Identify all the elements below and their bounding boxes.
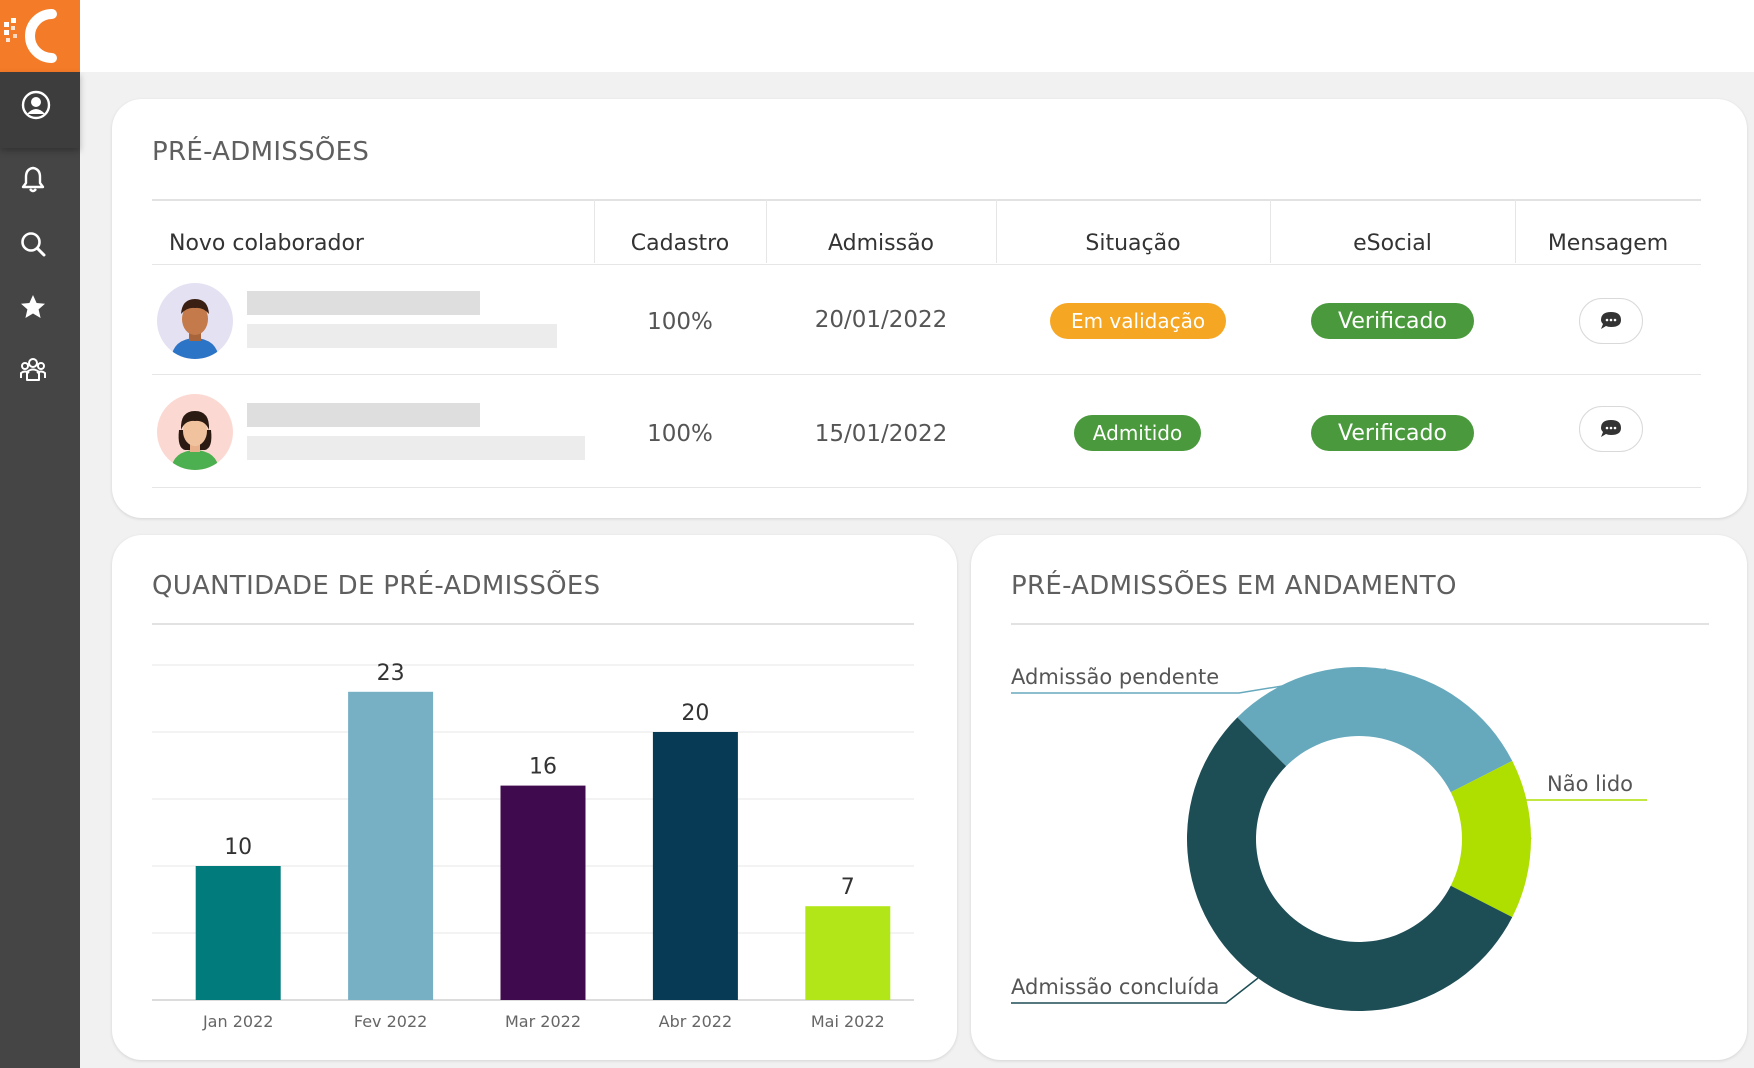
cadastro-value: 100% — [647, 421, 713, 447]
bar[interactable] — [195, 866, 281, 1000]
card-title: QUANTIDADE DE PRÉ-ADMISSÕES — [152, 571, 601, 601]
bar-value-label: 16 — [529, 755, 557, 780]
x-tick-label: Mai 2022 — [811, 1012, 885, 1031]
avatar-female — [157, 394, 233, 470]
card-title: PRÉ-ADMISSÕES EM ANDAMENTO — [1011, 571, 1457, 601]
esocial-badge: Verificado — [1311, 415, 1474, 451]
bar[interactable] — [652, 732, 738, 1000]
card-title: PRÉ-ADMISSÕES — [152, 137, 370, 167]
logo-icon — [4, 9, 57, 63]
column-divider — [766, 199, 767, 263]
top-bar — [80, 0, 1754, 72]
row-divider — [152, 374, 1701, 375]
situacao-badge: Admitido — [1074, 415, 1201, 451]
donut-slice[interactable] — [1187, 717, 1513, 1012]
bar[interactable] — [500, 785, 586, 1000]
column-header-esocial[interactable]: eSocial — [1353, 230, 1432, 256]
bar[interactable] — [805, 906, 891, 1000]
cadastro-value: 100% — [647, 309, 713, 335]
bar[interactable] — [348, 691, 434, 1000]
x-tick-label: Mar 2022 — [505, 1012, 581, 1031]
header-row-divider — [152, 264, 1701, 265]
pre-admissoes-card: PRÉ-ADMISSÕES Novo colaborador Cadastro … — [112, 99, 1747, 518]
subtitle-placeholder — [247, 436, 585, 460]
donut-label: Não lido — [1547, 772, 1633, 796]
message-button[interactable] — [1579, 406, 1643, 452]
row-divider — [152, 487, 1701, 488]
x-tick-label: Abr 2022 — [659, 1012, 732, 1031]
admissao-date: 20/01/2022 — [814, 307, 948, 333]
sidebar — [0, 0, 80, 1068]
bar-chart: 10 Jan 2022 23 Fev 2022 16 Mar 2022 20 Abr 2022… — [152, 661, 914, 1031]
sidebar-user[interactable] — [0, 72, 80, 148]
leader-line — [1011, 977, 1259, 1004]
column-divider — [996, 199, 997, 263]
title-divider — [152, 623, 914, 625]
leader-line — [1011, 668, 1387, 694]
name-placeholder — [247, 291, 480, 315]
avatar-male — [157, 283, 233, 359]
title-divider — [1011, 623, 1709, 625]
star-icon[interactable] — [14, 288, 52, 326]
bar-chart-card: QUANTIDADE DE PRÉ-ADMISSÕES 10 Jan 2022 23… — [112, 535, 957, 1060]
column-header-cadastro[interactable]: Cadastro — [630, 230, 730, 256]
column-header-colaborador[interactable]: Novo colaborador — [169, 230, 364, 256]
column-divider — [594, 199, 595, 263]
x-tick-label: Fev 2022 — [354, 1012, 427, 1031]
user-circle-icon[interactable] — [17, 86, 55, 124]
chat-bubble-icon — [1601, 312, 1621, 329]
donut-chart: Admissão pendente Não lido Admissão conclu… — [1011, 665, 1647, 1012]
title-divider — [152, 199, 1701, 201]
subtitle-placeholder — [247, 324, 557, 348]
column-header-situacao[interactable]: Situação — [1085, 230, 1181, 256]
brand-logo[interactable] — [0, 0, 80, 72]
bar-value-label: 20 — [681, 701, 709, 726]
column-divider — [1515, 199, 1516, 263]
x-tick-label: Jan 2022 — [202, 1012, 273, 1031]
situacao-badge: Em validação — [1050, 303, 1226, 339]
bar-value-label: 10 — [224, 835, 252, 860]
message-button[interactable] — [1579, 298, 1643, 344]
search-icon[interactable] — [14, 225, 52, 263]
name-placeholder — [247, 403, 480, 427]
chat-bubble-icon — [1601, 420, 1621, 437]
esocial-badge: Verificado — [1311, 303, 1474, 339]
column-divider — [1270, 199, 1271, 263]
donut-chart-card: PRÉ-ADMISSÕES EM ANDAMENTO Admissão pend… — [971, 535, 1747, 1060]
donut-slice[interactable] — [1237, 667, 1513, 793]
team-icon[interactable] — [14, 350, 52, 388]
bell-icon[interactable] — [14, 160, 52, 198]
column-header-admissao[interactable]: Admissão — [827, 230, 935, 256]
donut-label: Admissão pendente — [1011, 665, 1219, 689]
bar-value-label: 23 — [377, 661, 405, 686]
donut-label: Admissão concluída — [1011, 975, 1219, 999]
admissao-date: 15/01/2022 — [814, 421, 948, 447]
bar-value-label: 7 — [841, 875, 855, 900]
column-header-mensagem[interactable]: Mensagem — [1547, 230, 1669, 256]
leader-line — [1509, 799, 1647, 840]
